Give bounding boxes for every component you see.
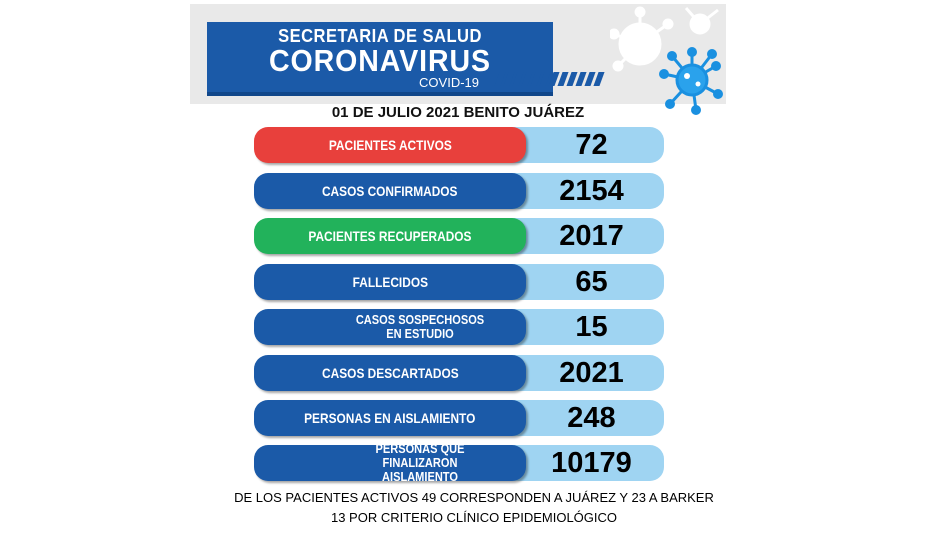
stripe-decoration bbox=[494, 72, 607, 86]
title-banner: SECRETARIA DE SALUD CORONAVIRUS COVID-19 bbox=[207, 22, 553, 96]
virus-icon bbox=[610, 6, 723, 115]
subtitle: COVID-19 bbox=[419, 75, 479, 90]
stat-label-text: PACIENTES ACTIVOS bbox=[328, 137, 452, 153]
stat-row: CASOS DESCARTADOS 2021 bbox=[254, 355, 664, 391]
stat-label: PERSONAS EN AISLAMIENTO bbox=[254, 400, 526, 436]
infographic-card: SECRETARIA DE SALUD CORONAVIRUS COVID-19 bbox=[190, 4, 726, 484]
stat-row: CASOS SOSPECHOSOS EN ESTUDIO 15 bbox=[254, 309, 664, 345]
stat-label: CASOS SOSPECHOSOS EN ESTUDIO bbox=[254, 309, 526, 345]
stat-row: CASOS CONFIRMADOS 2154 bbox=[254, 173, 664, 209]
stat-label: CASOS DESCARTADOS bbox=[254, 355, 526, 391]
stat-label-text: PACIENTES RECUPERADOS bbox=[308, 228, 472, 244]
stat-row: PERSONAS EN AISLAMIENTO 248 bbox=[254, 400, 664, 436]
stat-row: PACIENTES RECUPERADOS 2017 bbox=[254, 218, 664, 254]
stat-value: 248 bbox=[567, 401, 616, 434]
stat-row: PACIENTES ACTIVOS 72 bbox=[254, 127, 664, 163]
stat-row: PERSONAS QUE FINALIZARON AISLAMIENTO 1017… bbox=[254, 441, 664, 484]
stat-label-text: CASOS DESCARTADOS bbox=[321, 365, 459, 381]
stat-label: PACIENTES ACTIVOS bbox=[254, 127, 526, 163]
stat-label-text: CASOS CONFIRMADOS bbox=[322, 183, 458, 199]
stat-row: FALLECIDOS 65 bbox=[254, 264, 664, 300]
stat-value: 65 bbox=[575, 265, 608, 298]
stat-value: 72 bbox=[575, 128, 608, 161]
stat-label-text: CASOS SOSPECHOSOS EN ESTUDIO bbox=[355, 312, 485, 341]
stat-value: 2154 bbox=[559, 174, 624, 207]
stat-label: FALLECIDOS bbox=[254, 264, 526, 300]
stat-label-text: PERSONAS QUE FINALIZARON AISLAMIENTO bbox=[375, 441, 465, 484]
stat-label-text: PERSONAS EN AISLAMIENTO bbox=[304, 410, 476, 426]
main-title: CORONAVIRUS bbox=[269, 43, 491, 78]
stat-value: 10179 bbox=[551, 446, 632, 479]
stat-label-text: FALLECIDOS bbox=[352, 274, 428, 290]
footer-note-1: DE LOS PACIENTES ACTIVOS 49 CORRESPONDEN… bbox=[234, 490, 714, 505]
org-name: SECRETARIA DE SALUD bbox=[278, 26, 482, 46]
footer-note-2: 13 POR CRITERIO CLÍNICO EPIDEMIOLÓGICO bbox=[330, 510, 618, 525]
stat-value: 15 bbox=[575, 310, 608, 343]
stat-label: CASOS CONFIRMADOS bbox=[254, 173, 526, 209]
stat-label: PERSONAS QUE FINALIZARON AISLAMIENTO bbox=[254, 441, 526, 484]
stat-value: 2021 bbox=[559, 356, 624, 389]
date-location-line: 01 DE JULIO 2021 BENITO JUÁREZ bbox=[331, 104, 585, 121]
stat-label: PACIENTES RECUPERADOS bbox=[254, 218, 526, 254]
stat-value: 2017 bbox=[559, 219, 624, 252]
